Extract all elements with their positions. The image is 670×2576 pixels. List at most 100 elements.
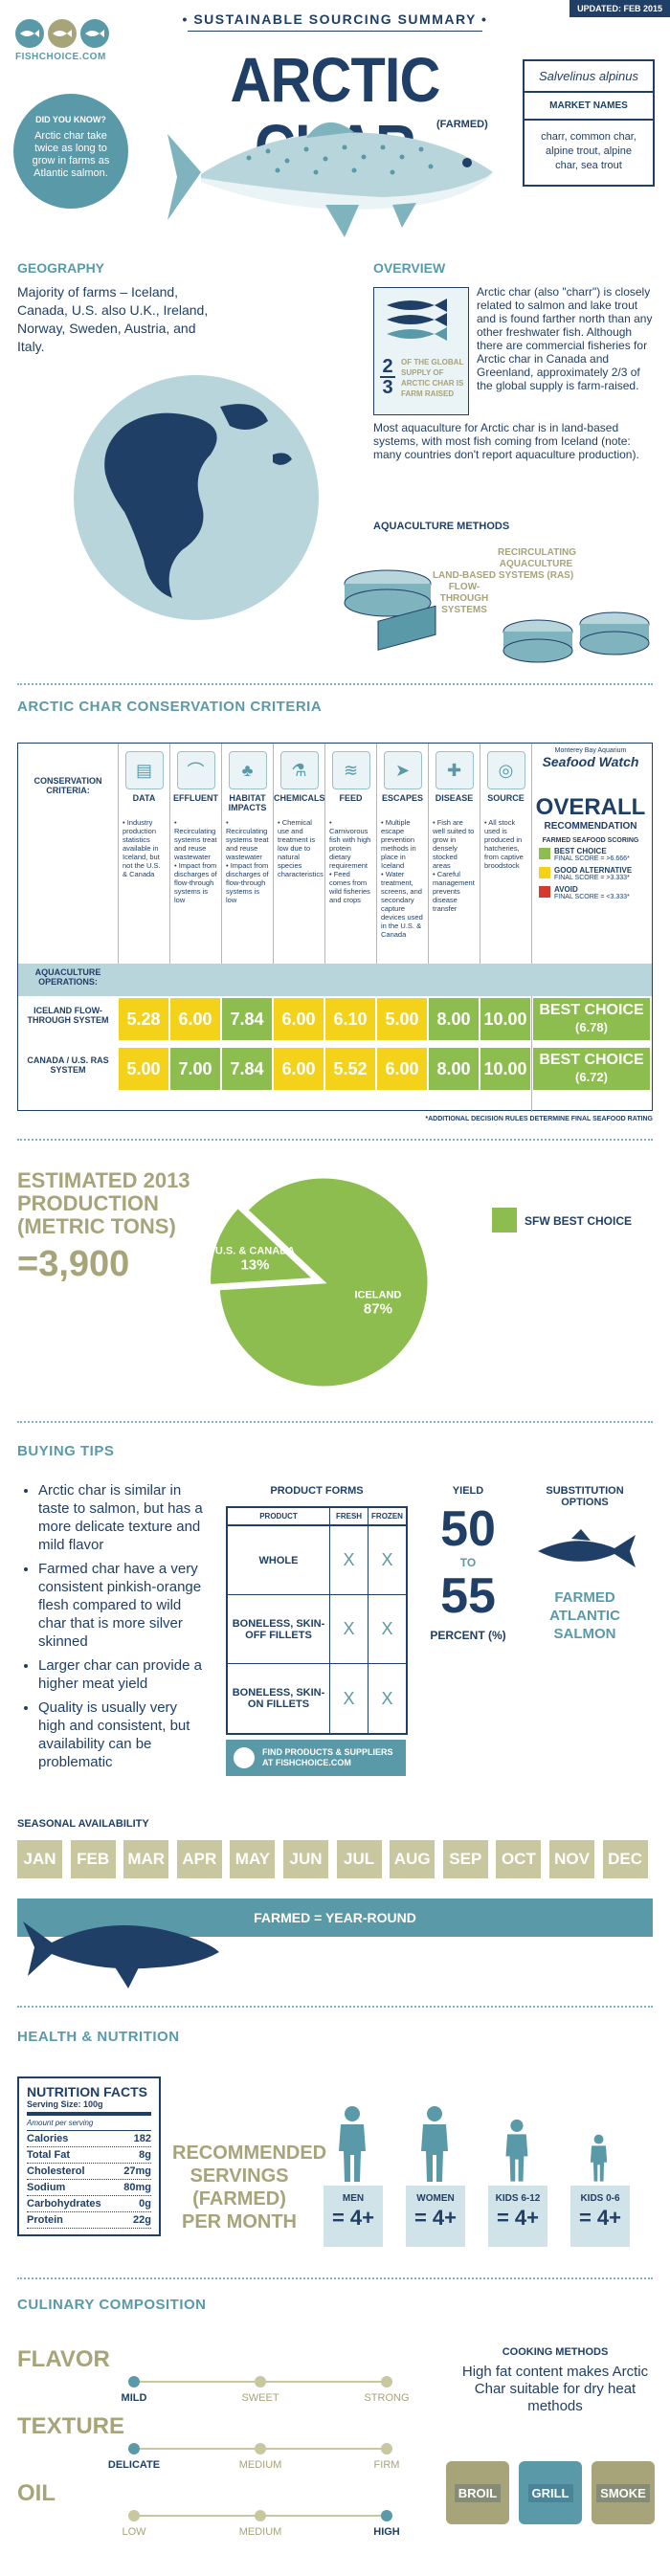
page-subtitle: • SUSTAINABLE SOURCING SUMMARY • [182,11,488,27]
criteria-footnote: *ADDITIONAL DECISION RULES DETERMINE FIN… [425,1116,653,1122]
score-cell: 5.52 [325,1048,375,1090]
overview-text-2: Most aquaculture for Arctic char is in l… [373,421,639,461]
fact-value: 22g [133,2214,151,2226]
score-cell: 10.00 [480,998,530,1040]
overview-title: OVERVIEW [373,260,446,276]
stat-denominator: 3 [382,377,393,398]
fish-icon [48,19,77,48]
pie-label: ICELAND [354,1289,401,1300]
seafood-watch-top: Monterey Bay Aquarium [554,747,627,754]
score-cell: 8.00 [429,1048,479,1090]
production-title: ESTIMATED 2013 PRODUCTION (METRIC TONS) [17,1168,190,1238]
criteria-row-label: CONSERVATION CRITERIA: [34,776,102,795]
methods-title: AQUACULTURE METHODS [373,521,510,532]
cooking-method-label: GRILL [527,2483,573,2502]
find-products-button[interactable]: FIND PRODUCTS & SUPPLIERS AT FISHCHOICE.… [226,1740,406,1776]
seafood-watch-logo: Seafood Watch [542,754,639,769]
facts-title: NUTRITION FACTS [27,2084,147,2099]
group-value: = 4+ [578,2206,622,2230]
effluent-icon: ⌒ [176,751,215,789]
market-names-label: MARKET NAMES [525,93,653,121]
scale-dot [381,2510,392,2521]
serving-box: WOMEN = 4+ [406,2186,465,2247]
group-label: KIDS 0-6 [580,2193,620,2204]
criteria-text: • Multiple escape prevention methods in … [381,818,423,939]
group-label: WOMEN [416,2193,455,2204]
chemicals-icon: ⚗ [279,751,319,789]
score-cell: 8.00 [429,998,479,1040]
tip-item: Farmed char have a very consistent pinki… [38,1560,203,1651]
arctic-char-illustration [168,122,493,237]
pie-label: 87% [364,1300,392,1317]
legend-swatch [492,1208,517,1232]
geography-title: GEOGRAPHY [17,260,105,276]
form-name: BONELESS, SKIN-OFF FILLETS [232,1617,325,1641]
month-jul: JUL [336,1840,382,1878]
scale-name: FLAVOR [17,2346,110,2372]
form-name: BONELESS, SKIN-ON FILLETS [232,1687,325,1710]
updated-badge: UPDATED: FEB 2015 [570,0,670,17]
fact-name: Sodium [27,2182,66,2193]
fact-name: Carbohydrates [27,2198,101,2210]
forms-header-cell: PRODUCT [259,1512,298,1521]
criteria-name: DISEASE [435,793,474,803]
scoring-title: FARMED SEAFOOD SCORING [542,837,639,844]
overall-score: (6.72) [575,1070,608,1084]
serving-box: KIDS 6-12 = 4+ [488,2186,547,2247]
group-label: KIDS 6-12 [495,2193,541,2204]
fact-name: Total Fat [27,2149,71,2161]
legend-label: AVOID [554,885,578,894]
form-frozen: X [368,1526,406,1594]
tip-item: Quality is usually very high and consist… [38,1699,203,1771]
legend-label: BEST CHOICE [554,847,607,855]
criteria-column-habitat-impacts: ♣ HABITAT IMPACTS • Recirculating systems … [221,744,273,964]
row-label: ICELAND FLOW-THROUGH SYSTEM [27,1006,109,1025]
cooking-method-broil: BROIL [446,2461,509,2524]
habitat-icon: ♣ [228,751,267,789]
geography-text: Majority of farms – Iceland, Canada, U.S… [17,284,209,354]
cooking-method-smoke: SMOKE [592,2461,655,2524]
overall-cell: BEST CHOICE (6.72) [533,1048,650,1090]
fact-row: Protein 22g [27,2212,151,2229]
group-value: = 4+ [496,2206,540,2230]
criteria-name: ESCAPES [381,793,423,803]
criteria-name: SOURCE [487,793,525,803]
fact-row: Calories 182 [27,2131,151,2147]
fact-value: 0g [139,2198,151,2210]
did-you-know-label: DID YOU KNOW? [35,115,106,124]
group-value: = 4+ [413,2206,458,2230]
month-mar: MAR [123,1840,169,1878]
month-oct: OCT [496,1840,542,1878]
cooking-method-label: BROIL [454,2483,502,2502]
month-jun: JUN [283,1840,328,1878]
legend-item: AVOID FINAL SCORE = <3.333* [539,886,650,901]
legend-detail: FINAL SCORE = >3.333* [554,875,630,881]
forms-row: BONELESS, SKIN-OFF FILLETS X X [228,1595,406,1664]
logo[interactable]: FISHCHOICE.COM [15,19,130,62]
cooking-method-label: SMOKE [596,2483,650,2502]
scale-tick: LOW [122,2526,146,2538]
scale-tick: SWEET [241,2392,279,2404]
production-value: =3,900 [17,1244,130,1284]
forms-row: WHOLE X X [228,1526,406,1595]
criteria-text: • Industry production statistics availab… [123,818,161,878]
criteria-title: ARCTIC CHAR CONSERVATION CRITERIA [17,699,323,715]
forms-table: PRODUCT FRESH FROZEN WHOLE X X BONELESS, SKIN-… [226,1506,408,1735]
criteria-text: • Recirculating systems treat and reuse … [226,818,269,904]
score-cell: 6.00 [274,1048,324,1090]
divider [531,744,532,1112]
form-name: WHOLE [258,1554,299,1566]
fishchoice-icon [234,1747,255,1768]
pie-label: 13% [240,1256,269,1273]
scale-dot [255,2376,266,2387]
overall-score: (6.78) [575,1020,608,1034]
month-jan: JAN [17,1840,62,1878]
char-silhouette [23,1921,219,1988]
forms-title: PRODUCT FORMS [270,1485,364,1497]
tip-item: Larger char can provide a higher meat yi… [38,1656,203,1693]
scale-tick: MEDIUM [238,2526,282,2538]
forms-row: BONELESS, SKIN-ON FILLETS X X [228,1664,406,1733]
criteria-text: • Chemical use and treatment is low due … [278,818,324,878]
overall-cell: BEST CHOICE (6.78) [533,998,650,1040]
month-aug: AUG [390,1840,436,1878]
